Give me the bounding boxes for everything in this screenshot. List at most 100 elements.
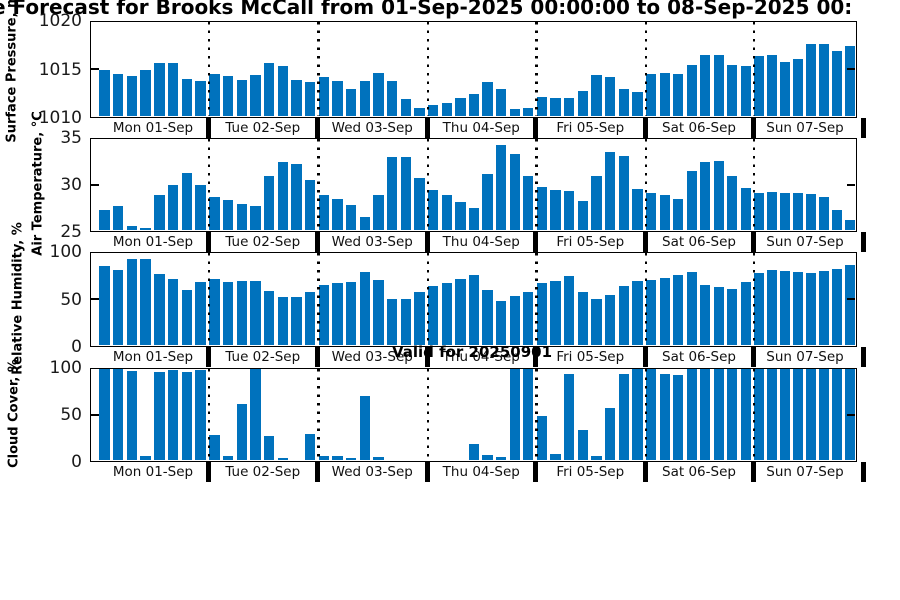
- day-separator: [315, 118, 320, 138]
- bar: [577, 429, 589, 460]
- bar: [304, 433, 316, 460]
- cloud-cover-plot: [90, 368, 857, 462]
- bar: [373, 72, 384, 116]
- bar: [793, 192, 803, 230]
- bar: [209, 197, 220, 230]
- bar: [727, 369, 738, 460]
- bar: [591, 299, 602, 345]
- bar: [236, 404, 247, 460]
- day-boundary-gridline: [752, 22, 756, 116]
- bar: [564, 98, 575, 116]
- bar: [482, 173, 493, 230]
- bar: [523, 176, 534, 230]
- bar: [577, 291, 589, 345]
- bar: [564, 190, 575, 230]
- day-boundary-gridline: [752, 369, 756, 460]
- bar: [195, 185, 206, 230]
- bar: [482, 289, 493, 345]
- bar: [400, 299, 412, 345]
- x-day-label: Tue 02-Sep: [225, 120, 301, 136]
- y-tick-label: 50: [60, 405, 82, 425]
- day-boundary-gridline: [644, 22, 648, 116]
- x-day-label: Wed 03-Sep: [331, 120, 413, 136]
- bar: [304, 179, 316, 230]
- bar: [455, 278, 466, 345]
- day-boundary-gridline: [535, 253, 538, 345]
- bar: [250, 74, 261, 116]
- x-day-label: Fri 05-Sep: [556, 120, 625, 136]
- day-boundary-gridline: [317, 139, 320, 230]
- bar: [713, 369, 724, 460]
- bar: [112, 206, 124, 230]
- bar: [618, 88, 630, 116]
- bar: [428, 189, 439, 230]
- bar: [495, 145, 507, 230]
- x-day-label: Sat 06-Sep: [662, 234, 736, 250]
- bar: [346, 281, 357, 345]
- x-day-label: Tue 02-Sep: [225, 234, 301, 250]
- bar: [713, 287, 724, 345]
- bar: [564, 373, 575, 460]
- bar: [167, 369, 179, 460]
- bar: [222, 199, 234, 230]
- day-boundary-gridline: [535, 369, 538, 460]
- bar: [112, 73, 124, 116]
- y-tick-label: 0: [71, 337, 82, 357]
- bar: [277, 161, 288, 230]
- bar: [346, 88, 357, 116]
- bar: [99, 369, 110, 460]
- bar: [509, 153, 520, 230]
- x-day-label: Fri 05-Sep: [556, 464, 625, 480]
- bar: [468, 94, 480, 116]
- bar: [263, 63, 275, 116]
- x-day-label: Sat 06-Sep: [662, 464, 736, 480]
- bar: [387, 299, 398, 345]
- day-boundary-gridline: [207, 253, 211, 345]
- bar: [167, 278, 179, 345]
- bar: [455, 98, 466, 116]
- bar: [793, 58, 803, 116]
- day-separator: [315, 232, 320, 252]
- bar: [387, 81, 398, 116]
- day-separator: [750, 347, 756, 367]
- x-day-label: Sat 06-Sep: [662, 120, 736, 136]
- bar: [428, 104, 439, 116]
- day-separator: [642, 118, 648, 138]
- bar: [767, 270, 777, 345]
- bar: [359, 272, 371, 345]
- x-day-label: Sat 06-Sep: [662, 349, 736, 365]
- bar: [181, 79, 193, 116]
- day-separator: [315, 347, 320, 367]
- bar: [754, 55, 764, 116]
- bar: [414, 178, 425, 230]
- bar: [263, 290, 275, 345]
- bar: [686, 272, 697, 345]
- day-separator: [424, 462, 430, 482]
- bar: [482, 455, 493, 460]
- bar: [700, 54, 711, 116]
- bar: [727, 65, 738, 116]
- y-tick-label: 50: [60, 289, 82, 310]
- day-boundary-gridline: [207, 22, 211, 116]
- bar: [550, 98, 561, 116]
- bar: [754, 192, 764, 230]
- figure-title: e Forecast for Brooks McCall from 01-Sep…: [0, 0, 853, 19]
- axis-tick-mark: [91, 68, 99, 70]
- day-boundary-gridline: [426, 22, 430, 116]
- day-boundary-gridline: [426, 139, 430, 230]
- y-tick-label: 25: [60, 222, 82, 242]
- bar: [780, 192, 790, 230]
- bar: [754, 369, 764, 460]
- day-separator: [424, 232, 430, 252]
- bar: [495, 300, 507, 345]
- bar: [700, 369, 711, 460]
- x-day-label: Mon 01-Sep: [112, 120, 194, 136]
- bar: [318, 76, 330, 116]
- bar: [236, 203, 247, 230]
- bar: [536, 97, 548, 116]
- bar: [209, 278, 220, 345]
- bar: [577, 200, 589, 230]
- bar: [780, 62, 790, 116]
- bar: [646, 369, 657, 460]
